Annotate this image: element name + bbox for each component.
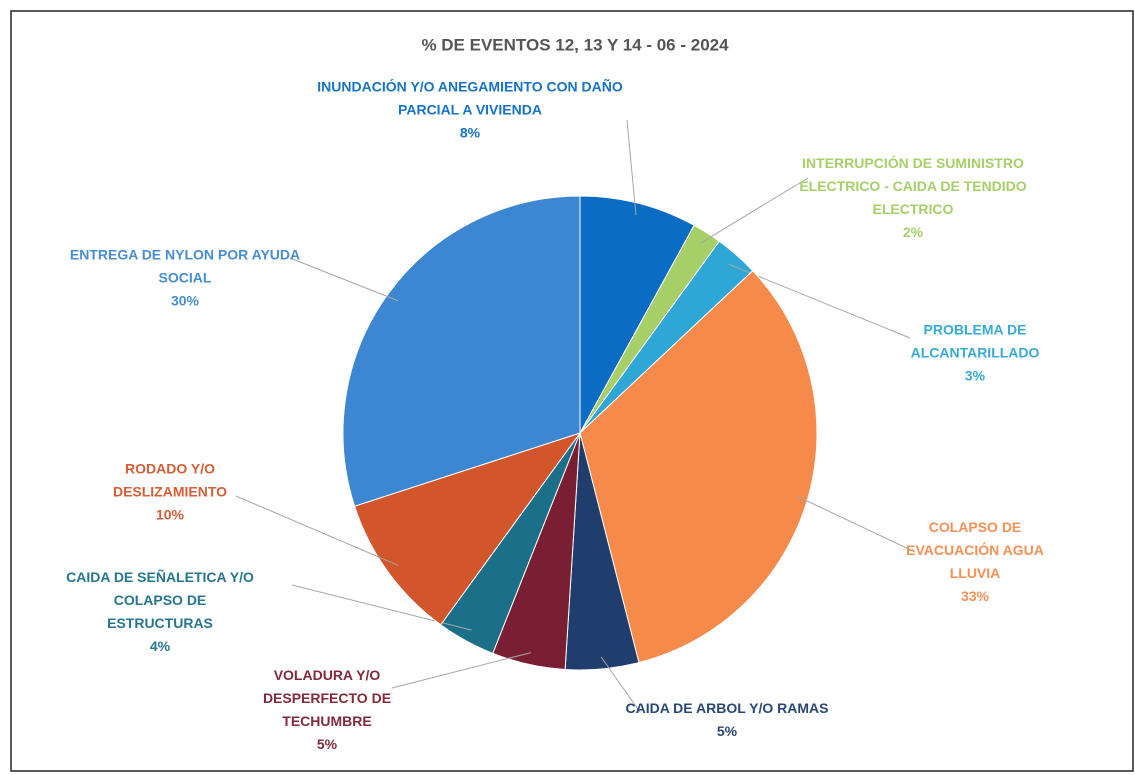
category-label: CAIDA DE SEÑALETICA Y/O COLAPSO DE ESTRU… (66, 569, 254, 631)
chart-title: % DE EVENTOS 12, 13 Y 14 - 06 - 2024 (421, 35, 729, 54)
category-label: CAIDA DE ARBOL Y/O RAMAS (625, 700, 829, 716)
leader-line (700, 177, 809, 244)
value-label: 8% (459, 124, 481, 141)
leader-line (391, 652, 532, 689)
value-label: 5% (716, 723, 738, 739)
category-label: ENTREGA DE NYLON POR AYUDA SOCIAL (69, 246, 301, 286)
value-label: 4% (149, 638, 171, 654)
category-label: RODADO Y/O DESLIZAMIENTO (112, 460, 228, 500)
category-label: COLAPSO DE EVACUACIÓN AGUA LLUVIA (906, 519, 1044, 581)
category-label: PROBLEMA DE ALCANTARILLADO (910, 321, 1040, 361)
slice-label: RODADO Y/O DESLIZAMIENTO 10% (95, 458, 245, 527)
slice-label: COLAPSO DE EVACUACIÓN AGUA LLUVIA 33% (885, 516, 1065, 608)
pie-slice (579, 195, 695, 434)
value-label: 10% (155, 506, 185, 523)
value-label: 30% (170, 292, 200, 309)
slice-label: INTERRUPCIÓN DE SUMINISTRO ELECTRICO - C… (793, 152, 1033, 244)
slice-label: PROBLEMA DE ALCANTARILLADO 3% (885, 319, 1065, 388)
leader-line (289, 257, 399, 302)
value-label: 2% (902, 224, 924, 240)
value-label: 5% (316, 736, 338, 752)
pie-slice (353, 432, 582, 626)
slice-label: VOLADURA Y/O DESPERFECTO DE TECHUMBRE 5% (247, 664, 407, 756)
leader-line (626, 119, 637, 216)
category-label: VOLADURA Y/O DESPERFECTO DE TECHUMBRE (262, 667, 392, 729)
slice-label: CAIDA DE ARBOL Y/O RAMAS 5% (622, 697, 832, 743)
leader-line (728, 263, 911, 339)
slice-label: ENTREGA DE NYLON POR AYUDA SOCIAL 30% (65, 244, 305, 313)
category-label: INUNDACIÓN Y/O ANEGAMIENTO CON DAÑO PARC… (317, 78, 623, 118)
pie-slice (579, 270, 818, 664)
value-label: 3% (964, 367, 986, 384)
leader-line (600, 656, 641, 713)
category-label: INTERRUPCIÓN DE SUMINISTRO ELECTRICO - C… (799, 155, 1027, 217)
slice-label: CAIDA DE SEÑALETICA Y/O COLAPSO DE ESTRU… (65, 566, 255, 658)
pie-slice (342, 195, 581, 507)
value-label: 33% (960, 588, 990, 604)
leader-line (235, 495, 399, 566)
leader-line (795, 495, 916, 553)
slice-label: INUNDACIÓN Y/O ANEGAMIENTO CON DAÑO PARC… (300, 76, 640, 145)
